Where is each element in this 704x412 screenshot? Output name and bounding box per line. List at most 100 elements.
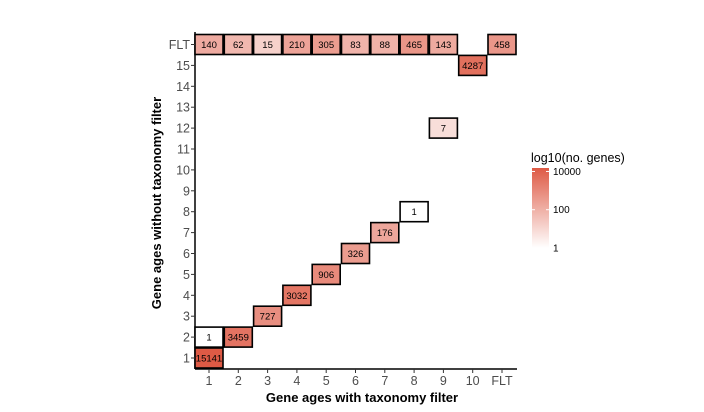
cell-value-label: 3032 (286, 291, 307, 302)
cell-value-label: 4287 (462, 61, 483, 72)
heatmap-cell: 15141 (194, 347, 224, 369)
heatmap-cell-rect (369, 33, 400, 56)
y-tick-label: 13 (176, 101, 190, 115)
cell-value-label: 7 (441, 124, 446, 135)
heatmap-cell: 465 (399, 33, 429, 56)
heatmap-cell-rect (428, 33, 459, 56)
heatmap-cell-rect (311, 33, 342, 56)
heatmap-cell-rect (223, 326, 254, 348)
cell-value-label: 88 (380, 40, 391, 51)
x-tick-label: FLT (491, 374, 513, 388)
x-axis-ticks: 1 2 3 4 5 6 7 8 9 10 FLT (206, 369, 513, 388)
x-tick-label: 4 (293, 374, 300, 388)
y-tick-label: 12 (176, 122, 190, 136)
cell-value-label: 906 (318, 270, 334, 281)
color-legend: log10(no. genes) 10000 100 1 (531, 151, 625, 255)
x-tick-label: 6 (352, 374, 359, 388)
y-tick-label: 8 (183, 205, 190, 219)
heatmap-cell: 143 (428, 33, 459, 56)
y-tick-label: 14 (176, 80, 190, 94)
heatmap-cell: 305 (311, 33, 342, 56)
y-tick-label: 4 (183, 289, 190, 303)
y-tick-label: 2 (183, 331, 190, 345)
x-tick-label: 3 (264, 374, 271, 388)
cell-value-label: 1 (411, 207, 416, 218)
heatmap-cell-rect (399, 33, 429, 56)
heatmap-cell-rect (428, 117, 459, 139)
cell-value-label: 62 (233, 40, 244, 51)
heatmap-cell: 15 (252, 33, 283, 56)
y-tick-label: 15 (176, 59, 190, 73)
x-tick-label: 7 (381, 374, 388, 388)
heatmap-cell: 210 (282, 33, 312, 56)
y-tick-label: 10 (176, 163, 190, 177)
cell-value-label: 3459 (228, 333, 249, 344)
y-tick-label: 6 (183, 247, 190, 261)
cell-value-label: 15 (262, 40, 273, 51)
heatmap-cell: 7 (428, 117, 459, 139)
legend-title: log10(no. genes) (531, 151, 625, 165)
heatmap-cell: 727 (252, 305, 283, 328)
y-tick-label: FLT (169, 38, 191, 52)
heatmap-cell-rect (457, 54, 488, 77)
y-tick-label: 1 (183, 352, 190, 366)
heatmap-cell: 62 (223, 33, 254, 56)
y-tick-label: 11 (177, 143, 190, 157)
heatmap-cell-rect (282, 33, 312, 56)
plot-axes (194, 32, 517, 370)
y-tick-label: 9 (183, 184, 190, 198)
cell-value-label: 326 (348, 249, 364, 260)
heatmap-cell-rect (282, 284, 312, 307)
heatmap-cell-rect (311, 263, 342, 286)
heatmap-cell-rect (340, 242, 371, 265)
legend-tick-label: 10000 (553, 167, 581, 178)
cell-value-label: 15141 (196, 354, 222, 365)
heatmap-cell-rect (487, 33, 517, 56)
cell-value-label: 727 (260, 312, 276, 323)
x-tick-label: 5 (323, 374, 330, 388)
heatmap-cell: 458 (487, 33, 517, 56)
heatmap-cell-rect (369, 221, 400, 244)
x-tick-label: 9 (440, 374, 447, 388)
heatmap-cell: 1 (194, 326, 224, 348)
heatmap-cell-rect (252, 305, 283, 328)
cell-value-label: 140 (201, 40, 217, 51)
cell-value-label: 465 (406, 40, 422, 51)
heatmap-cell: 83 (340, 33, 371, 56)
x-tick-label: 2 (235, 374, 242, 388)
heatmap-cells: 15141 1 3459 727 3032 906 326 176 1 7 4287 140 62 15 2… (194, 33, 517, 369)
heatmap-cell: 1 (399, 200, 429, 223)
cell-value-label: 143 (435, 40, 451, 51)
heatmap-cell: 176 (369, 221, 400, 244)
heatmap-cell: 3459 (223, 326, 254, 348)
heatmap-cell: 3032 (282, 284, 312, 307)
cell-value-label: 1 (206, 333, 211, 344)
heatmap-cell-rect (340, 33, 371, 56)
heatmap-cell: 906 (311, 263, 342, 286)
x-tick-label: 8 (411, 374, 418, 388)
legend-tick-label: 1 (553, 244, 559, 255)
y-tick-label: 7 (183, 226, 190, 240)
y-tick-label: 5 (183, 268, 190, 282)
heatmap-cell: 326 (340, 242, 371, 265)
cell-value-label: 305 (318, 40, 334, 51)
x-axis-title: Gene ages with taxonomy filter (266, 390, 458, 405)
heatmap-cell: 140 (194, 33, 224, 56)
heatmap-cell: 4287 (457, 54, 488, 77)
x-tick-label: 10 (466, 374, 480, 388)
heatmap-cell-rect (223, 33, 254, 56)
heatmap-cell: 88 (369, 33, 400, 56)
legend-tick-label: 100 (553, 205, 570, 216)
legend-colorbar (532, 168, 549, 248)
heatmap-cell-rect (399, 200, 429, 223)
cell-value-label: 176 (377, 228, 393, 239)
y-axis-title: Gene ages without taxonomy filter (149, 97, 164, 309)
cell-value-label: 458 (494, 40, 510, 51)
cell-value-label: 210 (289, 40, 305, 51)
heatmap-cell-rect (252, 33, 283, 56)
x-tick-label: 1 (206, 374, 213, 388)
cell-value-label: 83 (350, 40, 361, 51)
y-tick-label: 3 (183, 310, 190, 324)
